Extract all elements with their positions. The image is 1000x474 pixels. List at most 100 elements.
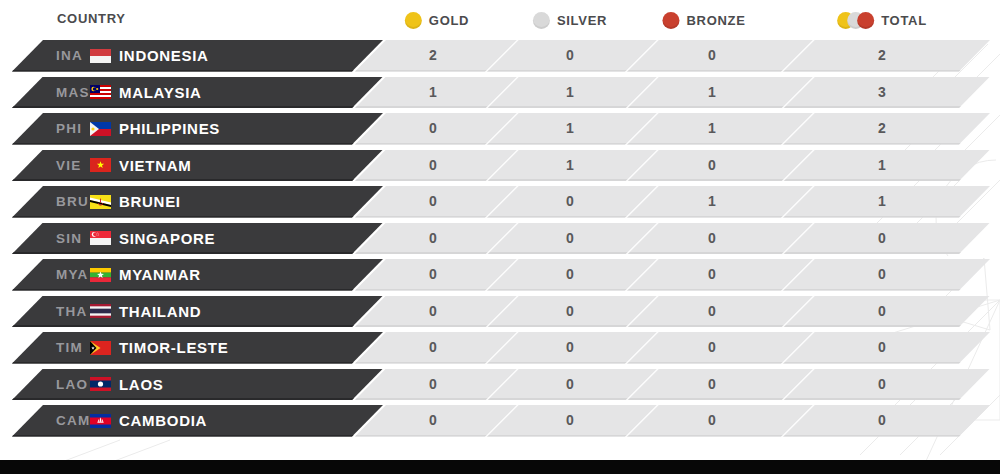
singapore-flag xyxy=(90,231,111,245)
total-count: 3 xyxy=(842,77,922,109)
table-row: CAM CAMBODIA 0 0 0 0 xyxy=(0,405,1000,437)
table-row: THA THAILAND 0 0 0 0 xyxy=(0,296,1000,328)
bronze-count: 1 xyxy=(672,186,752,218)
country-name: INDONESIA xyxy=(119,40,209,72)
column-header-silver: SILVER xyxy=(533,0,607,40)
silver-count: 0 xyxy=(530,332,610,364)
silver-count: 0 xyxy=(530,259,610,291)
country-code: THA xyxy=(56,296,88,328)
bronze-count: 0 xyxy=(672,259,752,291)
gold-count: 1 xyxy=(393,77,473,109)
table-row: LAO LAOS 0 0 0 0 xyxy=(0,369,1000,401)
silver-count: 0 xyxy=(530,40,610,72)
total-count: 1 xyxy=(842,150,922,182)
column-header-country: COUNTRY xyxy=(57,11,126,26)
silver-count: 1 xyxy=(530,113,610,145)
table-row: TIM TIMOR-LESTE 0 0 0 0 xyxy=(0,332,1000,364)
country-name: CAMBODIA xyxy=(119,405,207,437)
bronze-count: 1 xyxy=(672,77,752,109)
total-count: 0 xyxy=(842,405,922,437)
total-count: 2 xyxy=(842,40,922,72)
total-column-label: TOTAL xyxy=(881,13,927,28)
silver-column-label: SILVER xyxy=(557,13,607,28)
country-name: THAILAND xyxy=(119,296,201,328)
bronze-count: 0 xyxy=(672,40,752,72)
silver-count: 1 xyxy=(530,150,610,182)
timor-leste-flag xyxy=(90,341,111,355)
gold-count: 0 xyxy=(393,332,473,364)
gold-medal-icon xyxy=(405,12,422,29)
cambodia-flag xyxy=(90,414,111,428)
country-name: PHILIPPINES xyxy=(119,113,220,145)
gold-count: 0 xyxy=(393,259,473,291)
table-body: INA INDONESIA 2 0 0 2 MAS MALAYSIA 1 1 1… xyxy=(0,40,1000,442)
total-count: 2 xyxy=(842,113,922,145)
country-name: MYANMAR xyxy=(119,259,201,291)
total-count: 0 xyxy=(842,332,922,364)
column-header-total: TOTAL xyxy=(837,0,927,40)
bronze-count: 0 xyxy=(672,405,752,437)
bronze-column-label: BRONZE xyxy=(686,13,745,28)
thailand-flag xyxy=(90,304,111,318)
country-name: TIMOR-LESTE xyxy=(119,332,228,364)
country-code: CAM xyxy=(56,405,91,437)
malaysia-flag xyxy=(90,85,111,99)
table-header: COUNTRY GOLD SILVER BRONZE TOTAL xyxy=(0,0,1000,40)
table-row: INA INDONESIA 2 0 0 2 xyxy=(0,40,1000,72)
country-code: INA xyxy=(56,40,83,72)
gold-count: 0 xyxy=(393,405,473,437)
total-count: 0 xyxy=(842,369,922,401)
table-row: BRU BRUNEI 0 0 1 1 xyxy=(0,186,1000,218)
bronze-count: 0 xyxy=(672,332,752,364)
bottom-bar xyxy=(0,460,1000,474)
medal-standings-table: COUNTRY GOLD SILVER BRONZE TOTAL INA IND… xyxy=(0,0,1000,474)
philippines-flag xyxy=(90,122,111,136)
silver-medal-icon xyxy=(533,12,550,29)
country-code: SIN xyxy=(56,223,82,255)
bronze-count: 0 xyxy=(672,150,752,182)
table-row: MYA MYANMAR 0 0 0 0 xyxy=(0,259,1000,291)
column-header-gold: GOLD xyxy=(405,0,469,40)
total-count: 0 xyxy=(842,223,922,255)
table-row: MAS MALAYSIA 1 1 1 3 xyxy=(0,77,1000,109)
total-count: 0 xyxy=(842,259,922,291)
silver-count: 0 xyxy=(530,369,610,401)
gold-count: 0 xyxy=(393,113,473,145)
country-code: LAO xyxy=(56,369,88,401)
country-name: MALAYSIA xyxy=(119,77,202,109)
table-row: SIN SINGAPORE 0 0 0 0 xyxy=(0,223,1000,255)
total-medals-icon xyxy=(837,12,874,29)
brunei-flag xyxy=(90,195,111,209)
bronze-count: 0 xyxy=(672,369,752,401)
laos-flag xyxy=(90,377,111,391)
gold-count: 0 xyxy=(393,369,473,401)
silver-count: 0 xyxy=(530,223,610,255)
indonesia-flag xyxy=(90,49,111,63)
silver-count: 0 xyxy=(530,296,610,328)
silver-count: 1 xyxy=(530,77,610,109)
total-count: 0 xyxy=(842,296,922,328)
table-row: VIE VIETNAM 0 1 0 1 xyxy=(0,150,1000,182)
bronze-count: 0 xyxy=(672,223,752,255)
silver-count: 0 xyxy=(530,186,610,218)
country-name: SINGAPORE xyxy=(119,223,215,255)
silver-count: 0 xyxy=(530,405,610,437)
country-code: PHI xyxy=(56,113,82,145)
gold-count: 0 xyxy=(393,186,473,218)
gold-count: 0 xyxy=(393,223,473,255)
gold-count: 0 xyxy=(393,150,473,182)
gold-column-label: GOLD xyxy=(429,13,469,28)
column-header-bronze: BRONZE xyxy=(662,0,745,40)
bronze-count: 0 xyxy=(672,296,752,328)
gold-count: 0 xyxy=(393,296,473,328)
country-code: VIE xyxy=(56,150,82,182)
bronze-count: 1 xyxy=(672,113,752,145)
vietnam-flag xyxy=(90,158,111,172)
table-row: PHI PHILIPPINES 0 1 1 2 xyxy=(0,113,1000,145)
bronze-medal-icon xyxy=(662,12,679,29)
country-name: BRUNEI xyxy=(119,186,181,218)
total-count: 1 xyxy=(842,186,922,218)
country-name: VIETNAM xyxy=(119,150,191,182)
country-code: MYA xyxy=(56,259,89,291)
country-code: MAS xyxy=(56,77,90,109)
